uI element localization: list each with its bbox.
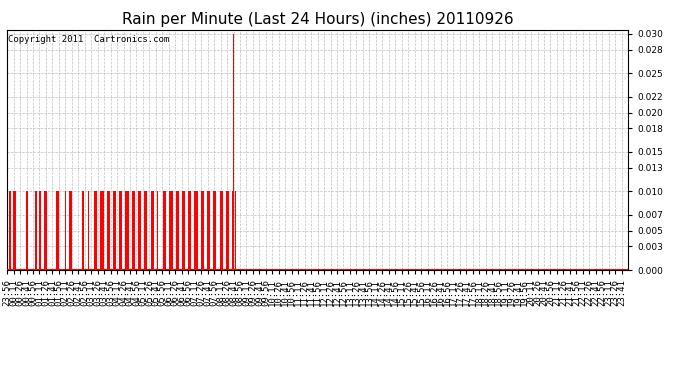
- Title: Rain per Minute (Last 24 Hours) (inches) 20110926: Rain per Minute (Last 24 Hours) (inches)…: [121, 12, 513, 27]
- Text: Copyright 2011  Cartronics.com: Copyright 2011 Cartronics.com: [8, 35, 169, 44]
